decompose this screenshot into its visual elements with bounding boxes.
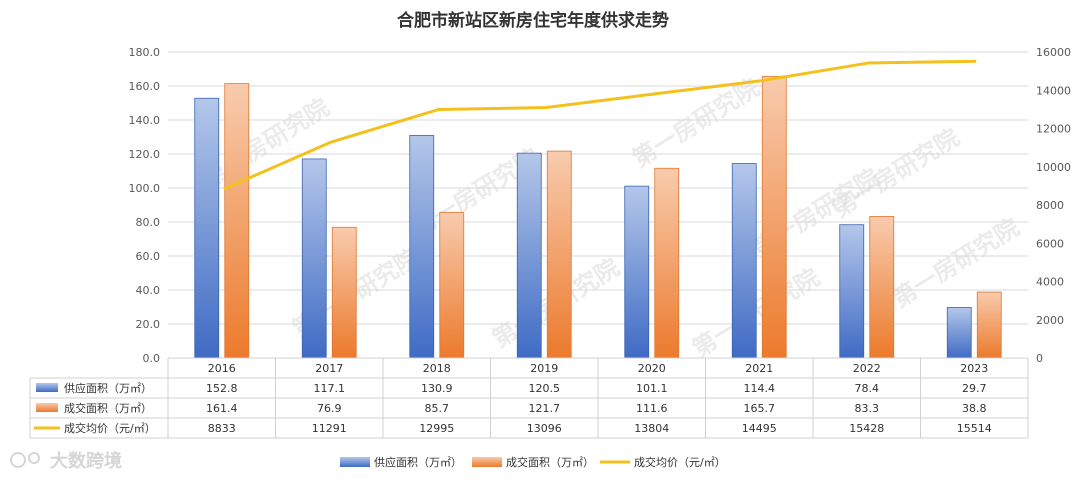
y-left-tick-label: 100.0 [129, 182, 161, 195]
y-right-tick-label: 6000 [1036, 237, 1064, 250]
line-layer [223, 59, 977, 191]
y-right-tick-label: 14000 [1036, 84, 1071, 97]
table-cell: 161.4 [206, 402, 238, 415]
x-tick-label: 2023 [960, 362, 988, 375]
table-cell: 38.8 [962, 402, 987, 415]
y-left-tick-label: 160.0 [129, 80, 161, 93]
legend-label: 成交面积（万㎡） [506, 455, 594, 469]
table-cell: 85.7 [425, 402, 450, 415]
x-tick-label: 2020 [638, 362, 666, 375]
y-left-tick-label: 20.0 [136, 318, 161, 331]
table-cell: 83.3 [855, 402, 880, 415]
table-cell: 165.7 [744, 402, 776, 415]
legend-key [472, 457, 502, 467]
table-cell: 11291 [312, 422, 347, 435]
data-table: 2016 2017 2018 2019 2020 2021 2022 2023 供应面积（万㎡）… [29, 357, 1029, 439]
bar-transaction [976, 291, 1002, 359]
table-series-name: 成交面积（万㎡） [64, 401, 152, 415]
bar-supply [516, 152, 542, 359]
y-left-tick-label: 180.0 [129, 46, 161, 59]
y-left-tick-label: 40.0 [136, 284, 161, 297]
bar-supply [731, 163, 757, 359]
x-tick-label: 2019 [530, 362, 558, 375]
bar-transaction [546, 150, 572, 359]
table-cell: 120.5 [529, 382, 561, 395]
table-cell: 29.7 [962, 382, 987, 395]
bar-transaction [761, 75, 787, 359]
y-right-tick-label: 4000 [1036, 276, 1064, 289]
y-left-tick-label: 140.0 [129, 114, 161, 127]
bar-transaction [869, 215, 895, 359]
legend-label: 供应面积（万㎡） [374, 455, 462, 469]
table-cell: 14495 [742, 422, 777, 435]
table-cell: 152.8 [206, 382, 238, 395]
logo-icon [10, 452, 26, 468]
y-right-tick-label: 0 [1036, 352, 1043, 365]
x-tick-label: 2017 [315, 362, 343, 375]
bar-transaction [654, 167, 680, 359]
table-series-name: 成交均价（元/㎡） [64, 421, 156, 435]
watermark-text: 第一房研究院 [887, 213, 1024, 313]
table-cell: 15428 [849, 422, 884, 435]
logo: 大数跨境 [10, 450, 122, 472]
y-axis-right: 0 2000 4000 6000 8000 10000 12000 14000 16000 [1036, 46, 1071, 365]
table-cell: 12995 [419, 422, 454, 435]
bars-layer [194, 75, 1002, 359]
x-tick-label: 2016 [208, 362, 236, 375]
table-cell: 78.4 [855, 382, 880, 395]
logo-icon-dot [28, 452, 40, 464]
bar-transaction [331, 226, 357, 359]
bar-supply [839, 224, 865, 359]
y-left-tick-label: 80.0 [136, 216, 161, 229]
y-right-tick-label: 10000 [1036, 161, 1071, 174]
table-cell: 13804 [634, 422, 669, 435]
table-series-name: 供应面积（万㎡） [64, 381, 152, 395]
bar-supply [624, 185, 650, 359]
table-cell: 76.9 [317, 402, 342, 415]
y-right-tick-label: 12000 [1036, 123, 1071, 136]
legend: 供应面积（万㎡） 成交面积（万㎡） 成交均价（元/㎡） [340, 455, 726, 469]
bar-transaction [224, 83, 250, 359]
x-tick-label: 2018 [423, 362, 451, 375]
table-cell: 130.9 [421, 382, 453, 395]
y-left-tick-label: 0.0 [143, 352, 161, 365]
y-left-tick-label: 60.0 [136, 250, 161, 263]
table-cell: 117.1 [314, 382, 346, 395]
line-avg-price [223, 59, 977, 191]
bar-transaction [439, 211, 465, 359]
bar-supply [194, 97, 220, 359]
table-cell: 13096 [527, 422, 562, 435]
table-legend-key [36, 403, 58, 412]
legend-label: 成交均价（元/㎡） [634, 455, 726, 469]
bar-supply [409, 135, 435, 359]
table-cell: 15514 [957, 422, 992, 435]
y-right-tick-label: 2000 [1036, 314, 1064, 327]
table-cell: 111.6 [636, 402, 668, 415]
y-axis-left: 0.0 20.0 40.0 60.0 80.0 100.0 120.0 140.0 160.0 1… [129, 46, 161, 365]
y-right-tick-label: 16000 [1036, 46, 1071, 59]
table-cell: 114.4 [744, 382, 776, 395]
x-tick-label: 2022 [853, 362, 881, 375]
bar-supply [301, 158, 327, 359]
table-legend-key [36, 383, 58, 392]
table-cell: 101.1 [636, 382, 668, 395]
legend-key [340, 457, 370, 467]
table-cell: 121.7 [529, 402, 561, 415]
x-tick-label: 2021 [745, 362, 773, 375]
table-cell: 8833 [208, 422, 236, 435]
chart-title: 合肥市新站区新房住宅年度供求走势 [397, 10, 669, 31]
bar-supply [946, 307, 972, 359]
logo-text: 大数跨境 [50, 450, 122, 472]
gridlines [168, 51, 1028, 359]
y-right-tick-label: 8000 [1036, 199, 1064, 212]
y-left-tick-label: 120.0 [129, 148, 161, 161]
